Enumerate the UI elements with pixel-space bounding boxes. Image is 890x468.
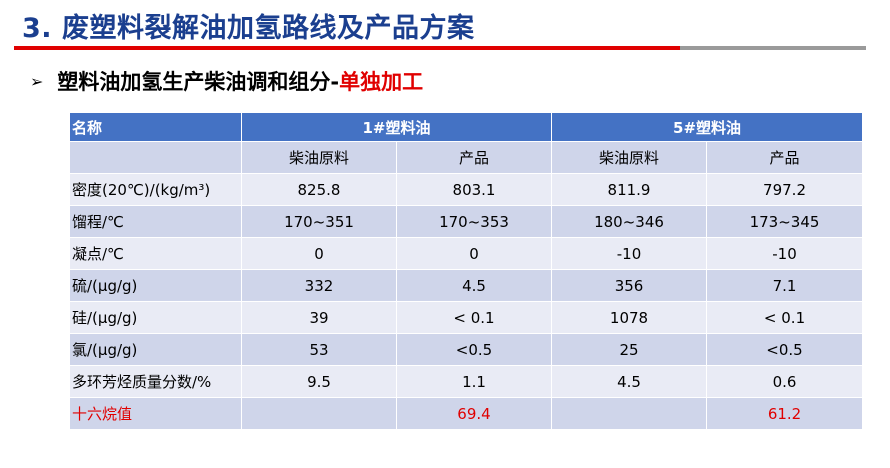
row-label: 凝点/℃ (69, 237, 242, 270)
table-cell: 61.2 (706, 397, 864, 430)
table-row: 硫/(μg/g) 332 4.5 356 7.1 (69, 269, 864, 302)
table-cell: 4.5 (395, 269, 553, 302)
row-label: 氯/(μg/g) (69, 333, 242, 366)
table-cell: 173~345 (706, 205, 864, 238)
subtitle: ➢ 塑料油加氢生产柴油调和组分- 单独加工 (30, 66, 423, 96)
table-row: 氯/(μg/g) 53 <0.5 25 <0.5 (69, 333, 864, 366)
row-label: 馏程/℃ (69, 205, 242, 238)
table-cell: 1.1 (395, 365, 553, 398)
table-subheader-row: 柴油原料 产品 柴油原料 产品 (69, 141, 864, 174)
arrow-bullet-icon: ➢ (30, 71, 44, 91)
table-cell: 356 (551, 269, 708, 302)
table-row-cetane: 十六烷值 69.4 61.2 (69, 397, 864, 430)
table-cell: 39 (241, 301, 397, 334)
subheader-cell: 产品 (706, 141, 864, 174)
table-cell: 170~353 (395, 205, 553, 238)
table-cell: 0 (241, 237, 397, 270)
table-cell: 180~346 (551, 205, 708, 238)
header-name: 名称 (69, 112, 242, 142)
table-cell: -10 (706, 237, 864, 270)
table-cell: 803.1 (395, 173, 553, 206)
table-cell: 0 (395, 237, 553, 270)
header-group-2: 5#塑料油 (551, 112, 864, 142)
table-row: 密度(20℃)/(kg/m³) 825.8 803.1 811.9 797.2 (69, 173, 864, 206)
table-row: 凝点/℃ 0 0 -10 -10 (69, 237, 864, 270)
table-cell: 4.5 (551, 365, 708, 398)
row-label: 硅/(μg/g) (69, 301, 242, 334)
table-cell: 170~351 (241, 205, 397, 238)
table-cell: 797.2 (706, 173, 864, 206)
row-label: 密度(20℃)/(kg/m³) (69, 173, 242, 206)
table-cell: -10 (551, 237, 708, 270)
table-cell: 53 (241, 333, 397, 366)
properties-table: 名称 1#塑料油 5#塑料油 柴油原料 产品 柴油原料 产品 密度(20℃)/(… (69, 112, 864, 430)
subheader-cell: 产品 (395, 141, 553, 174)
table-row: 多环芳烃质量分数/% 9.5 1.1 4.5 0.6 (69, 365, 864, 398)
table-cell: 9.5 (241, 365, 397, 398)
table-cell (241, 397, 397, 430)
subheader-cell: 柴油原料 (551, 141, 708, 174)
row-label: 多环芳烃质量分数/% (69, 365, 242, 398)
table-cell: <0.5 (706, 333, 864, 366)
table-cell: 1078 (551, 301, 708, 334)
subtitle-highlight: 单独加工 (339, 70, 424, 94)
table-row: 馏程/℃ 170~351 170~353 180~346 173~345 (69, 205, 864, 238)
table-cell: 25 (551, 333, 708, 366)
table-row: 硅/(μg/g) 39 < 0.1 1078 < 0.1 (69, 301, 864, 334)
table-cell: 0.6 (706, 365, 864, 398)
table-cell: 69.4 (395, 397, 553, 430)
header-group-1: 1#塑料油 (240, 112, 553, 142)
table-cell: 7.1 (706, 269, 864, 302)
table-cell: < 0.1 (706, 301, 864, 334)
table-cell (551, 397, 708, 430)
title-underline-red (14, 46, 680, 50)
table-cell: 825.8 (241, 173, 397, 206)
subtitle-main: 塑料油加氢生产柴油调和组分- (57, 70, 340, 94)
table-cell: < 0.1 (395, 301, 553, 334)
title-underline-gray (680, 46, 866, 50)
row-label: 硫/(μg/g) (69, 269, 242, 302)
slide-title: 3. 废塑料裂解油加氢路线及产品方案 (22, 13, 475, 44)
row-label: 十六烷值 (69, 397, 242, 430)
table-cell: <0.5 (395, 333, 553, 366)
table-header-row: 名称 1#塑料油 5#塑料油 (69, 112, 864, 142)
table-cell: 811.9 (551, 173, 708, 206)
subheader-cell (69, 141, 242, 174)
table-cell: 332 (241, 269, 397, 302)
subheader-cell: 柴油原料 (241, 141, 397, 174)
